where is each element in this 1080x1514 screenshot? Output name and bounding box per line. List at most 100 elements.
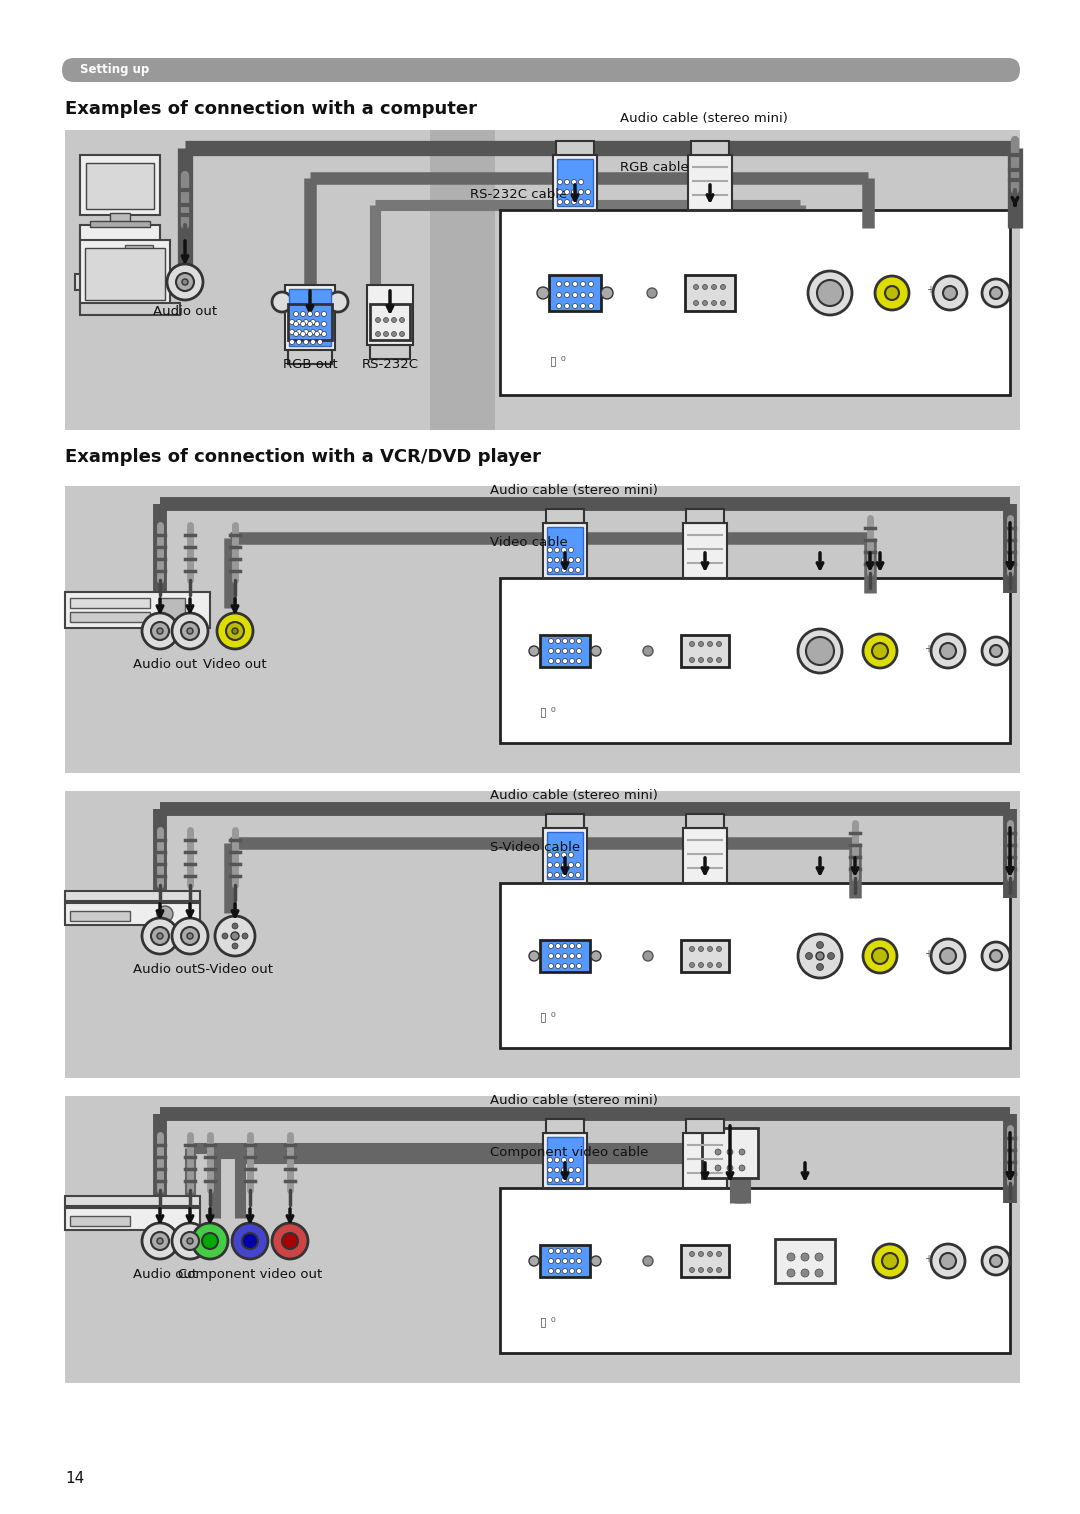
Circle shape [798, 628, 842, 674]
Bar [702, 1128, 758, 1178]
Circle shape [141, 917, 178, 954]
Circle shape [157, 905, 173, 922]
Circle shape [565, 180, 569, 185]
Circle shape [571, 189, 577, 194]
Circle shape [314, 321, 320, 327]
Bar [681, 634, 729, 668]
Circle shape [555, 943, 561, 948]
Circle shape [555, 659, 561, 663]
Circle shape [982, 942, 1010, 970]
Circle shape [943, 286, 957, 300]
Bar [370, 345, 410, 359]
Circle shape [556, 282, 562, 286]
Text: Audio cable (stereo mini): Audio cable (stereo mini) [490, 484, 658, 497]
Circle shape [554, 557, 559, 563]
Circle shape [591, 646, 600, 656]
Circle shape [202, 1232, 218, 1249]
Bar [543, 828, 588, 883]
Circle shape [581, 303, 585, 309]
Circle shape [982, 279, 1010, 307]
Circle shape [548, 557, 553, 563]
Circle shape [715, 1164, 721, 1170]
Circle shape [157, 628, 163, 634]
Text: S-Video out: S-Video out [197, 963, 273, 977]
Circle shape [577, 1249, 581, 1254]
Circle shape [689, 1267, 694, 1272]
Circle shape [689, 657, 694, 663]
Bar [65, 486, 495, 774]
Circle shape [549, 648, 554, 654]
Circle shape [187, 628, 193, 634]
Circle shape [232, 943, 238, 949]
Bar [495, 130, 1020, 430]
Circle shape [569, 963, 575, 969]
Circle shape [297, 330, 301, 335]
Circle shape [873, 1245, 907, 1278]
Circle shape [702, 300, 707, 306]
Circle shape [577, 648, 581, 654]
Circle shape [863, 634, 897, 668]
Circle shape [549, 1258, 554, 1264]
Bar [70, 1216, 130, 1226]
Circle shape [815, 1254, 823, 1261]
Circle shape [157, 933, 163, 939]
Circle shape [568, 852, 573, 857]
Bar [500, 578, 1010, 743]
Circle shape [322, 312, 326, 316]
Bar [681, 940, 729, 972]
Circle shape [554, 1167, 559, 1172]
Circle shape [308, 321, 312, 327]
Circle shape [555, 1269, 561, 1273]
Circle shape [314, 312, 320, 316]
Circle shape [183, 279, 188, 285]
Circle shape [548, 852, 553, 857]
Circle shape [222, 933, 228, 939]
Circle shape [549, 963, 554, 969]
Bar [686, 509, 724, 522]
Bar [546, 509, 584, 522]
Bar [546, 1119, 584, 1132]
Circle shape [716, 963, 721, 967]
Bar [540, 1245, 590, 1276]
Circle shape [181, 622, 199, 640]
Circle shape [557, 200, 563, 204]
Circle shape [151, 1232, 168, 1251]
Circle shape [400, 318, 405, 322]
Circle shape [554, 568, 559, 572]
Bar [80, 226, 160, 269]
Bar [543, 1132, 588, 1188]
Circle shape [787, 1269, 795, 1276]
Bar [70, 598, 150, 609]
Circle shape [940, 948, 956, 964]
Circle shape [181, 1232, 199, 1251]
Circle shape [643, 951, 653, 961]
Circle shape [187, 1238, 193, 1245]
Text: Examples of connection with a VCR/DVD player: Examples of connection with a VCR/DVD pl… [65, 448, 541, 466]
Circle shape [311, 319, 315, 324]
Circle shape [982, 637, 1010, 665]
Bar [65, 892, 200, 901]
Circle shape [157, 1238, 163, 1245]
Circle shape [882, 1254, 897, 1269]
Circle shape [689, 946, 694, 951]
Text: Audio out: Audio out [133, 1269, 197, 1281]
Bar [540, 940, 590, 972]
Text: ▯ ⁰: ▯ ⁰ [540, 706, 556, 718]
Bar [289, 289, 330, 347]
Circle shape [576, 863, 581, 868]
Circle shape [549, 1249, 554, 1254]
Circle shape [589, 292, 594, 297]
Circle shape [555, 954, 561, 958]
Circle shape [187, 933, 193, 939]
Circle shape [562, 1167, 567, 1172]
Circle shape [548, 1178, 553, 1182]
Bar [549, 276, 600, 310]
Circle shape [548, 548, 553, 553]
Circle shape [931, 634, 966, 668]
Circle shape [720, 300, 726, 306]
Bar [500, 1188, 1010, 1354]
Circle shape [563, 1269, 567, 1273]
Text: Video cable: Video cable [490, 536, 568, 550]
Circle shape [217, 613, 253, 650]
Bar [495, 1096, 1020, 1382]
